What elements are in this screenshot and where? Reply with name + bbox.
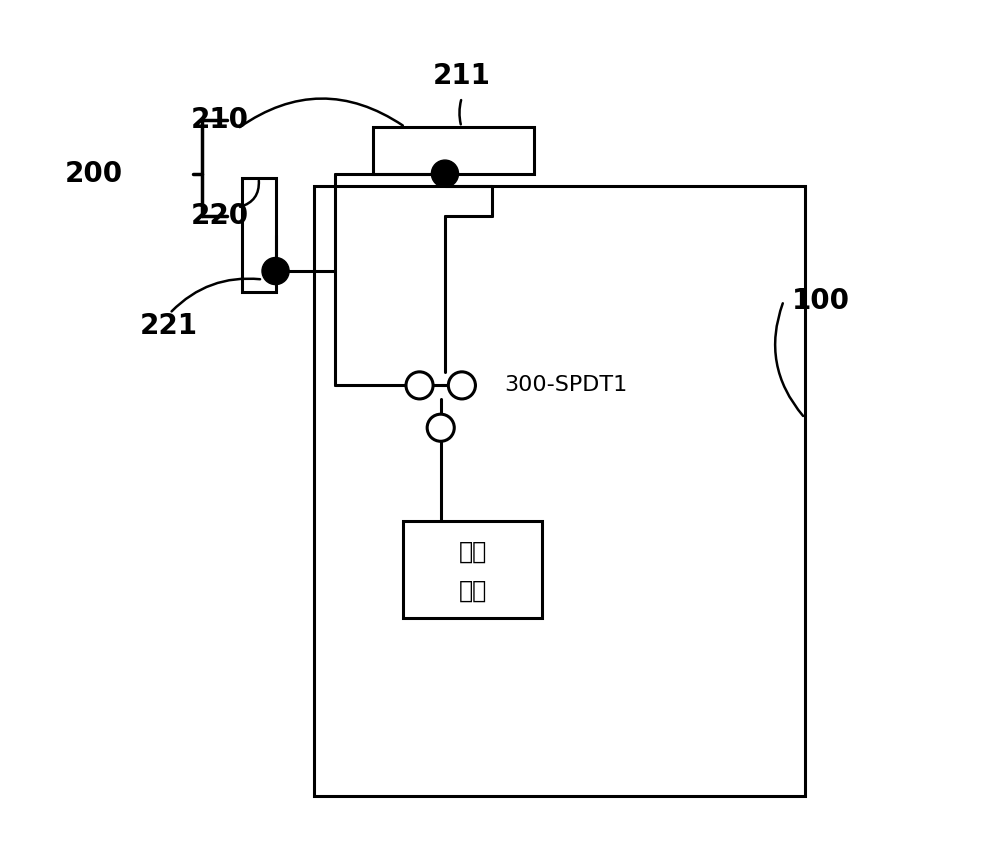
Bar [373,127,534,174]
Bar [403,521,542,618]
Text: 220: 220 [191,202,249,230]
Text: 控制: 控制 [458,540,487,564]
Text: 211: 211 [433,62,491,91]
Text: 221: 221 [140,312,198,340]
Circle shape [406,372,433,399]
Circle shape [431,160,458,187]
Circle shape [448,372,475,399]
Bar [242,178,276,292]
Text: 单元: 单元 [458,579,487,603]
Text: 210: 210 [191,106,249,135]
Bar [314,186,805,796]
Text: 200: 200 [65,159,123,188]
Text: 100: 100 [792,286,850,315]
Text: 300-SPDT1: 300-SPDT1 [504,375,627,396]
Circle shape [262,257,289,285]
Circle shape [427,414,454,441]
